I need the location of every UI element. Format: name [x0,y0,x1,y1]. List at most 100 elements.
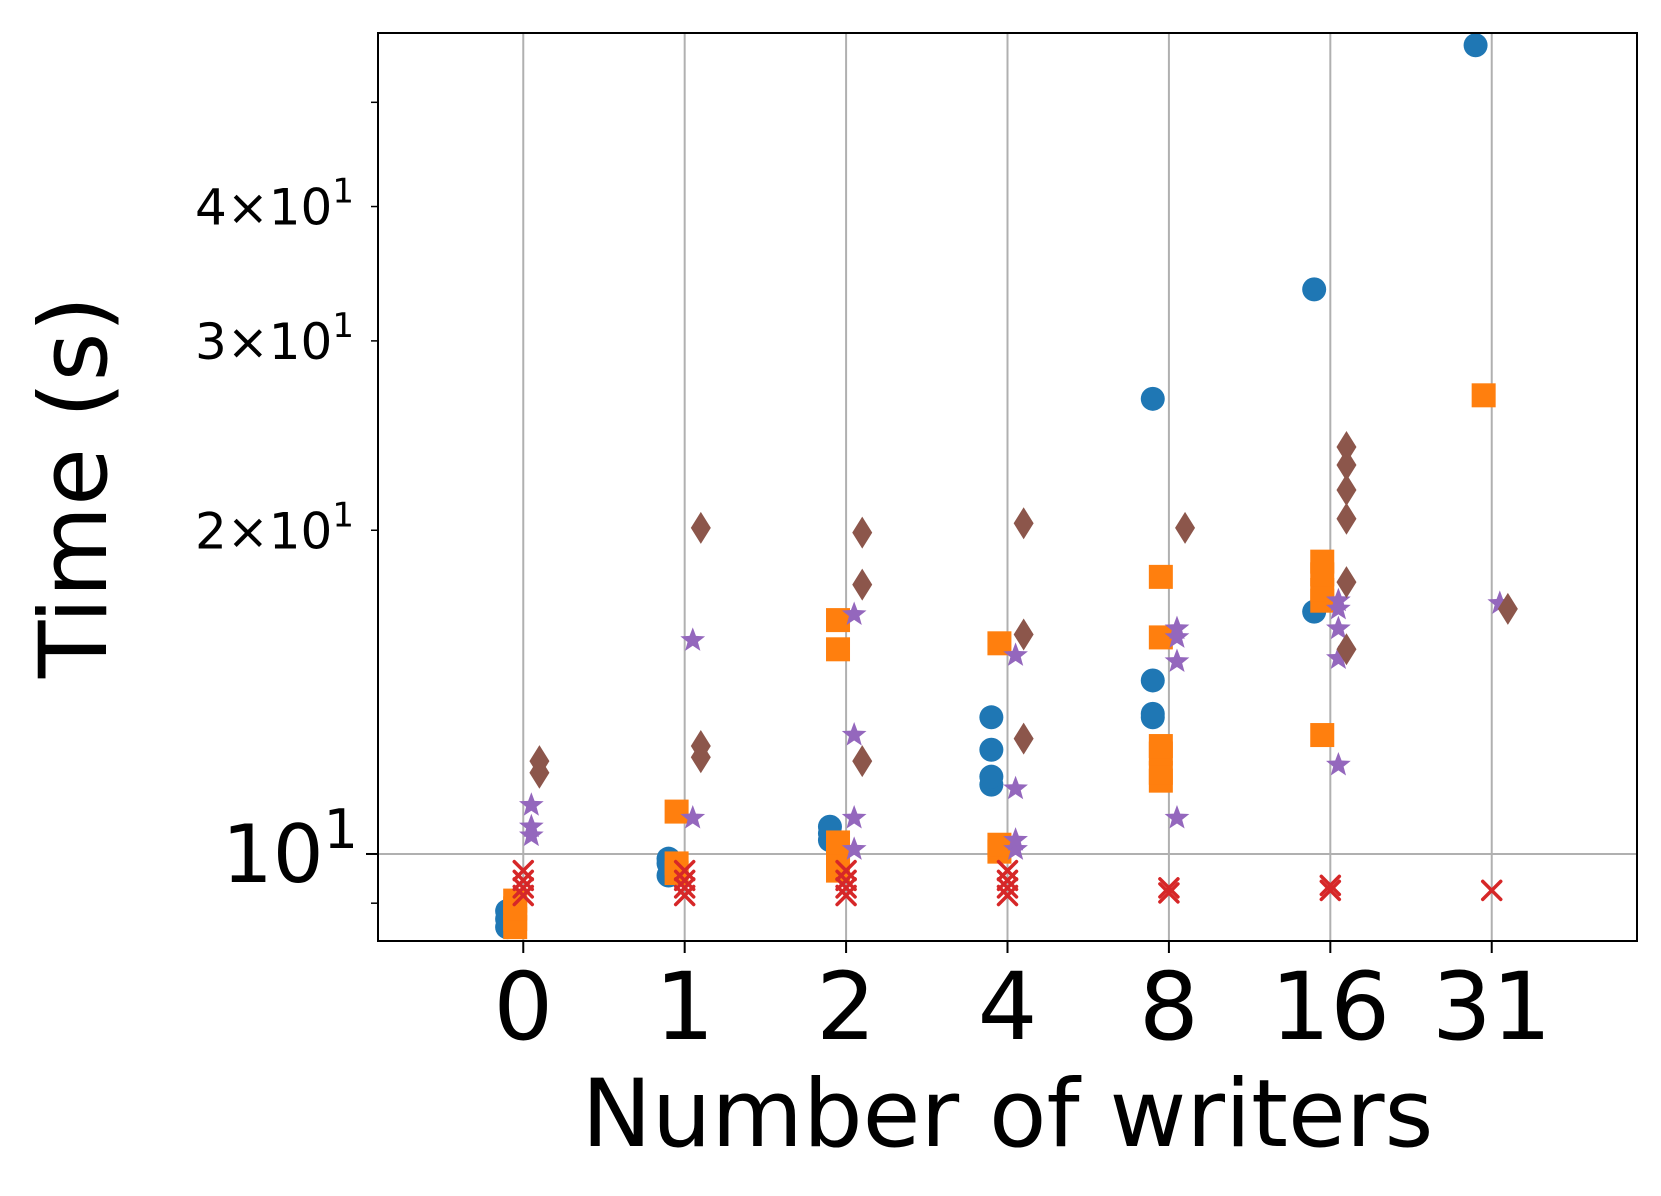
y-tick-times: × [227,313,269,371]
data-point-x [673,877,696,899]
x-tick-label: 16 [1271,953,1391,1062]
y-tick-base: 10 [269,179,333,237]
data-point-x [512,877,535,899]
data-point-x [512,859,535,882]
data-point-square [503,888,528,913]
y-minor-tick-label: 3×101 [195,306,354,371]
x-tick-label: 2 [816,953,876,1062]
data-point-star [1326,595,1351,620]
data-point-x [835,859,857,882]
data-point-x [835,877,857,899]
data-point-star [1003,836,1028,860]
data-point-x [673,859,696,882]
x-marker-stroke [996,884,1019,907]
data-point-x [996,884,1019,907]
data-point-diamond [690,730,711,763]
data-point-x [1319,874,1342,897]
data-point-circle [1140,386,1165,411]
data-point-x [835,884,857,907]
data-point-x [1158,877,1180,899]
data-point-square [1471,383,1496,408]
data-point-square [826,830,851,855]
data-point-circle [1140,668,1165,693]
data-point-star [1003,642,1028,666]
data-point-diamond [1336,448,1357,481]
data-point-star [1003,775,1028,800]
y-minor-tick-label: 2×101 [195,495,354,560]
x-marker-stroke [673,884,696,907]
data-point-star [1326,615,1351,640]
grid-layer [378,33,1637,941]
y-tick-times: × [227,502,269,560]
data-point-x [996,877,1019,899]
data-point-circle [979,737,1004,762]
y-tick-exponent: 1 [332,172,354,212]
data-point-circle [979,764,1004,789]
x-marker-stroke [1480,879,1503,902]
x-marker-stroke [996,859,1019,882]
y-axis-title: Time (s) [20,296,129,679]
y-tick-exponent: 1 [324,798,358,861]
data-point-diamond [1336,633,1357,666]
data-point-square [1310,723,1335,748]
x-marker-stroke [1158,882,1180,904]
data-point-diamond [529,745,550,778]
data-point-star [518,813,544,838]
y-tick-times: × [227,179,269,237]
x-marker-stroke [1319,879,1342,902]
data-point-star [1164,615,1190,640]
data-point-diamond [1336,431,1357,464]
x-marker-stroke [835,877,857,899]
data-point-square [1148,564,1173,589]
data-point-star [1326,587,1351,612]
data-point-star [841,805,867,829]
data-point-x [673,884,696,907]
data-point-diamond [1013,722,1034,755]
data-point-star [1164,805,1190,829]
data-point-diamond [852,568,873,601]
plot-frame [377,32,1638,942]
data-point-circle [1463,33,1488,58]
x-tick-label: 4 [978,953,1038,1062]
data-point-x [1480,879,1503,902]
data-point-x [1158,882,1180,904]
x-tick-label: 31 [1432,953,1552,1062]
x-marker-stroke [1158,877,1180,899]
x-marker-stroke [673,877,696,899]
y-tick-coef: 3 [195,313,227,371]
x-marker-stroke [1319,874,1342,897]
data-point-diamond [1497,592,1518,625]
y-tick-base: 10 [269,502,333,560]
data-point-diamond [690,511,711,544]
data-point-star [1003,827,1028,851]
data-point-square [1148,625,1173,650]
x-tick-label: 8 [1139,953,1199,1062]
x-marker-stroke [512,877,535,899]
data-point-x [996,859,1019,882]
x-marker-stroke [512,859,535,882]
data-point-star [518,822,544,847]
x-marker-stroke [512,884,535,907]
data-point-diamond [1336,566,1357,599]
x-tick-label: 0 [493,953,553,1062]
data-point-diamond [852,516,873,549]
data-point-circle [1140,701,1165,726]
y-tick-exponent: 1 [332,306,354,346]
data-point-square [664,799,689,824]
data-point-square [1148,734,1173,759]
data-point-star [1164,648,1190,673]
x-marker-stroke [835,859,857,882]
data-point-square [1310,549,1335,574]
x-axis-title: Number of writers [582,1060,1434,1169]
data-point-circle [1302,277,1327,302]
x-marker-stroke [996,877,1019,899]
data-point-star [680,805,706,829]
y-tick-coef: 2 [195,502,227,560]
data-point-star [518,792,544,816]
point-layer [495,33,1518,940]
data-point-star [841,601,867,625]
